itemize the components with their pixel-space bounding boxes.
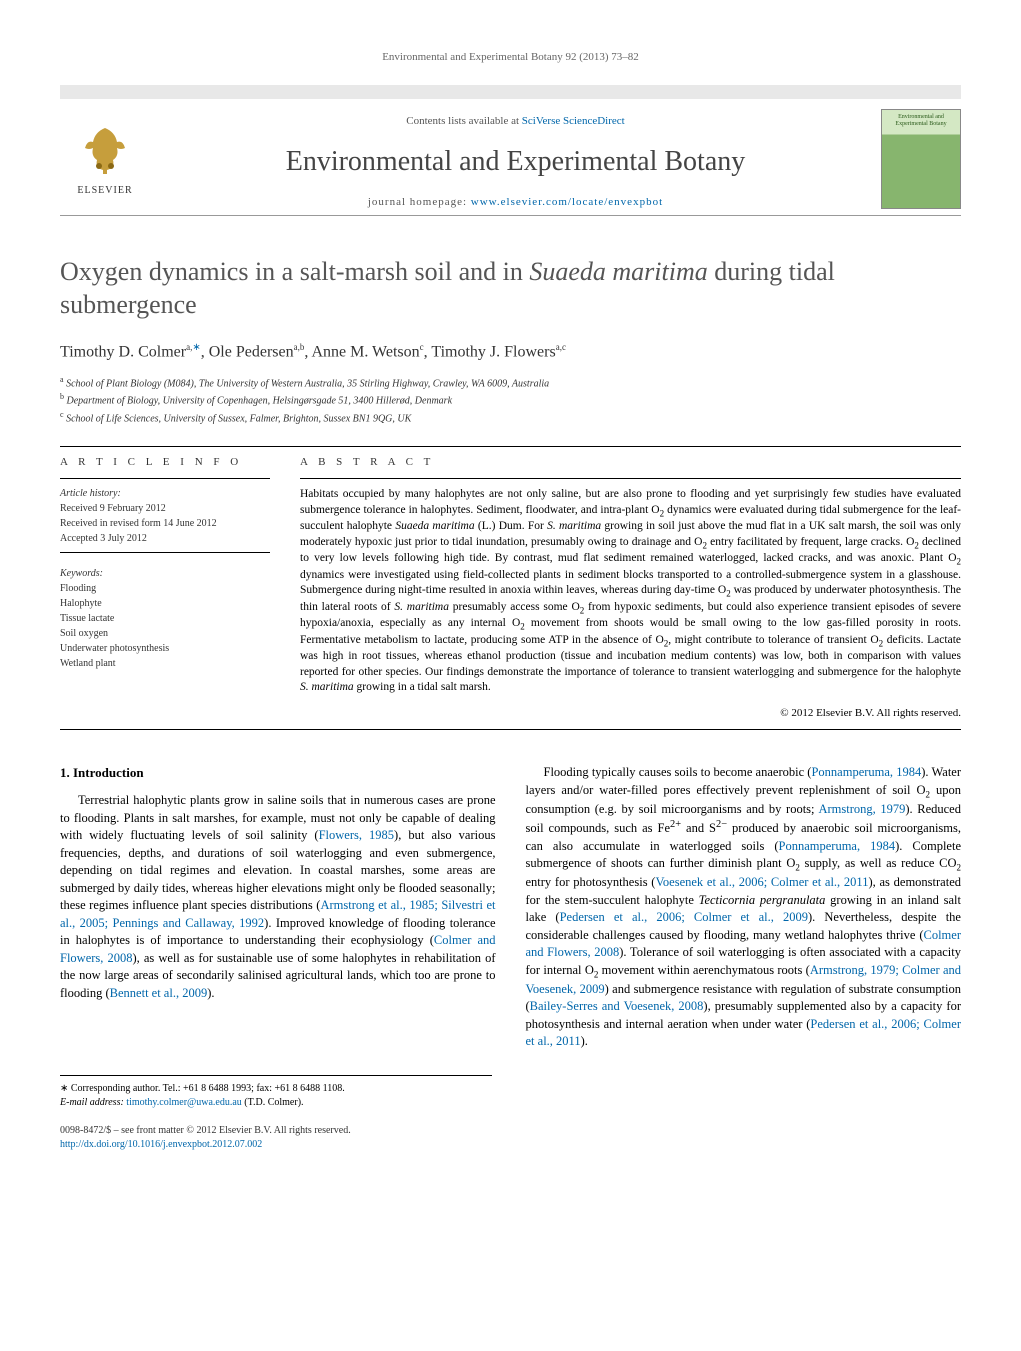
- body-columns: 1. Introduction Terrestrial halophytic p…: [60, 764, 961, 1051]
- publisher-name: ELSEVIER: [77, 184, 132, 198]
- section-1-heading: 1. Introduction: [60, 764, 496, 782]
- keyword: Wetland plant: [60, 656, 270, 671]
- masthead: ELSEVIER Contents lists available at Sci…: [60, 99, 961, 216]
- corresponding-author-note: ∗ Corresponding author. Tel.: +61 8 6488…: [60, 1082, 492, 1096]
- affiliation-a: a School of Plant Biology (M084), The Un…: [60, 374, 961, 391]
- homepage-prefix: journal homepage:: [368, 196, 471, 208]
- elsevier-tree-icon: [75, 120, 135, 180]
- rule-bottom: [60, 729, 961, 730]
- article-info: a r t i c l e i n f o Article history: R…: [60, 455, 270, 721]
- article-title: Oxygen dynamics in a salt-marsh soil and…: [60, 256, 961, 321]
- elsevier-logo: ELSEVIER: [60, 112, 150, 212]
- history-label: Article history:: [60, 487, 270, 501]
- abstract-copyright: © 2012 Elsevier B.V. All rights reserved…: [300, 706, 961, 721]
- email-link[interactable]: timothy.colmer@uwa.edu.au: [126, 1097, 241, 1108]
- body-col-left: 1. Introduction Terrestrial halophytic p…: [60, 764, 496, 1051]
- keyword: Halophyte: [60, 596, 270, 611]
- homepage-line: journal homepage: www.elsevier.com/locat…: [160, 195, 871, 210]
- running-header: Environmental and Experimental Botany 92…: [60, 50, 961, 65]
- top-bar: [60, 85, 961, 99]
- abstract-rule: [300, 478, 961, 479]
- contents-prefix: Contents lists available at: [406, 115, 521, 127]
- authors: Timothy D. Colmera,∗, Ole Pedersena,b, A…: [60, 341, 961, 364]
- footnotes: ∗ Corresponding author. Tel.: +61 8 6488…: [60, 1075, 492, 1110]
- contents-line: Contents lists available at SciVerse Sci…: [160, 114, 871, 129]
- affiliation-c: c School of Life Sciences, University of…: [60, 409, 961, 426]
- journal-cover-thumb: Environmental and Experimental Botany: [881, 109, 961, 209]
- cover-thumb-label: Environmental and Experimental Botany: [886, 114, 956, 127]
- email-line: E-mail address: timothy.colmer@uwa.edu.a…: [60, 1096, 492, 1110]
- email-suffix: (T.D. Colmer).: [242, 1097, 304, 1108]
- abstract-column: a b s t r a c t Habitats occupied by man…: [300, 455, 961, 721]
- masthead-center: Contents lists available at SciVerse Sci…: [150, 114, 881, 210]
- sciencedirect-link[interactable]: SciVerse ScienceDirect: [522, 115, 625, 127]
- keyword: Underwater photosynthesis: [60, 641, 270, 656]
- keywords-label: Keywords:: [60, 567, 270, 581]
- intro-para-1: Terrestrial halophytic plants grow in sa…: [60, 792, 496, 1002]
- keyword: Tissue lactate: [60, 611, 270, 626]
- body-col-right: Flooding typically causes soils to becom…: [526, 764, 962, 1051]
- footer: 0098-8472/$ – see front matter © 2012 El…: [60, 1124, 961, 1152]
- history-revised: Received in revised form 14 June 2012: [60, 516, 270, 531]
- info-rule: [60, 478, 270, 479]
- history-accepted: Accepted 3 July 2012: [60, 531, 270, 546]
- journal-name: Environmental and Experimental Botany: [160, 142, 871, 181]
- info-abstract-row: a r t i c l e i n f o Article history: R…: [60, 455, 961, 721]
- email-label: E-mail address:: [60, 1097, 126, 1108]
- keyword: Soil oxygen: [60, 626, 270, 641]
- affiliation-b: b Department of Biology, University of C…: [60, 391, 961, 408]
- intro-para-2: Flooding typically causes soils to becom…: [526, 764, 962, 1051]
- article-info-heading: a r t i c l e i n f o: [60, 455, 270, 470]
- affiliations: a School of Plant Biology (M084), The Un…: [60, 374, 961, 426]
- abstract-text: Habitats occupied by many halophytes are…: [300, 487, 961, 695]
- history-received: Received 9 February 2012: [60, 501, 270, 516]
- copyright-line: 0098-8472/$ – see front matter © 2012 El…: [60, 1124, 961, 1138]
- keyword: Flooding: [60, 581, 270, 596]
- homepage-link[interactable]: www.elsevier.com/locate/envexpbot: [471, 196, 663, 208]
- rule-top: [60, 446, 961, 447]
- doi-link[interactable]: http://dx.doi.org/10.1016/j.envexpbot.20…: [60, 1139, 262, 1150]
- abstract-heading: a b s t r a c t: [300, 455, 961, 470]
- info-rule-2: [60, 552, 270, 553]
